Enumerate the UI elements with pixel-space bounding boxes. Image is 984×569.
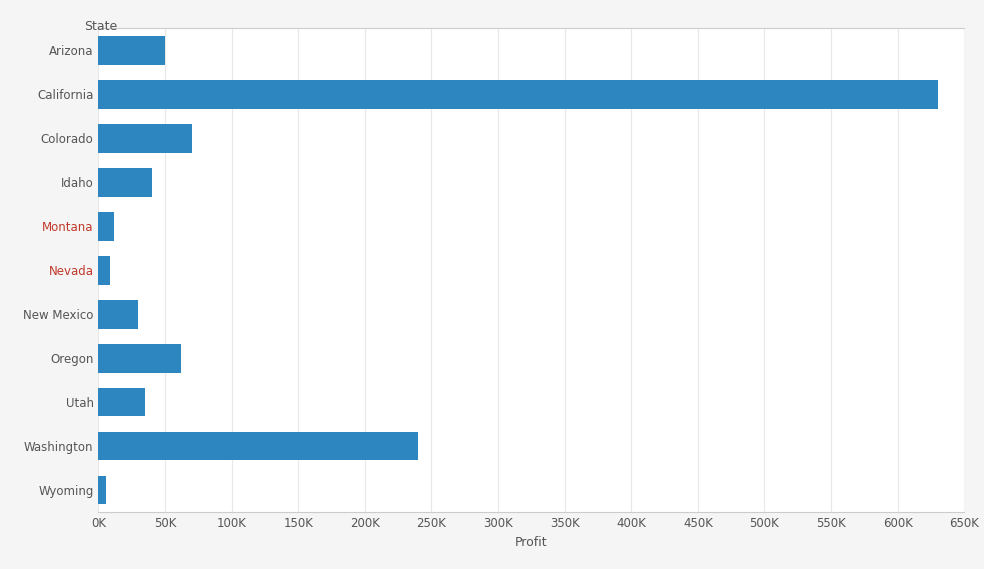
X-axis label: Profit: Profit xyxy=(515,535,548,549)
Bar xyxy=(98,256,110,284)
Bar xyxy=(98,432,418,460)
Bar xyxy=(98,344,181,373)
Bar xyxy=(98,212,114,241)
Bar xyxy=(98,476,105,504)
Bar xyxy=(98,168,152,197)
Bar xyxy=(98,124,192,152)
Bar xyxy=(98,388,145,417)
Bar xyxy=(98,80,938,109)
Text: State: State xyxy=(84,20,117,33)
Bar xyxy=(98,300,139,328)
Bar xyxy=(98,36,165,65)
